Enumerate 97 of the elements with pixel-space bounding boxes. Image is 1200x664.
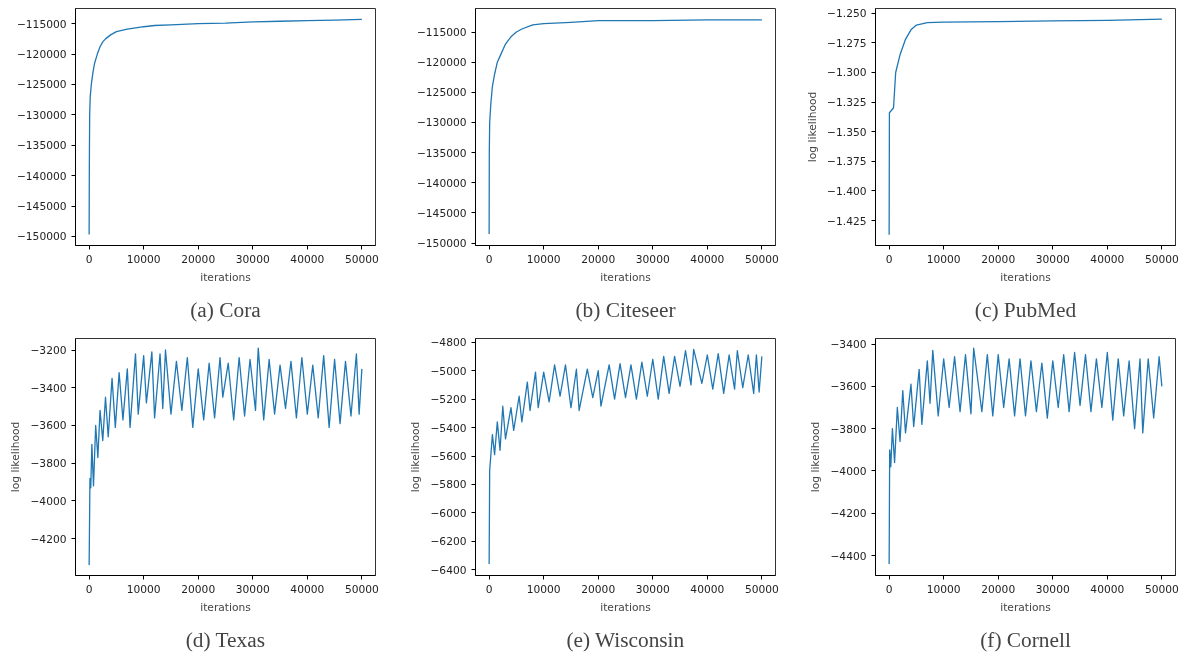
x-tick-label: 0: [85, 582, 93, 596]
y-tick-label: −1.325: [827, 96, 867, 110]
y-tick-label: −4000: [830, 464, 867, 478]
x-tick-label: 20000: [581, 582, 616, 596]
y-tick-label: −135000: [16, 139, 67, 153]
y-tick-label: −6000: [430, 506, 467, 520]
y-tick-label: −4800: [430, 336, 467, 350]
y-tick-label: −4200: [30, 532, 67, 546]
x-tick-label: 40000: [290, 252, 325, 266]
x-tick-label: 10000: [526, 252, 561, 266]
x-tick-label: 10000: [126, 582, 161, 596]
x-tick-label: 50000: [344, 582, 380, 596]
y-tick-label: −5000: [430, 364, 467, 378]
y-tick-label: −3600: [830, 380, 867, 394]
y-tick-label: −1.300: [827, 66, 867, 80]
y-tick-label: −3600: [30, 419, 67, 433]
x-axis-title: iterations: [200, 600, 252, 614]
y-tick-label: −130000: [16, 108, 67, 122]
x-tick-label: 30000: [1035, 252, 1070, 266]
x-tick-label: 40000: [690, 252, 725, 266]
x-tick-label: 0: [485, 582, 493, 596]
x-tick-label: 30000: [235, 252, 270, 266]
y-tick-label: −120000: [16, 48, 67, 62]
y-tick-label: −5200: [430, 393, 467, 407]
y-tick-label: −1.350: [827, 125, 867, 139]
x-tick-label: 10000: [126, 252, 161, 266]
y-tick-label: −3400: [830, 338, 867, 351]
y-tick-label: −140000: [16, 169, 67, 183]
text: (a) Cora: [190, 297, 262, 322]
y-tick-label: −125000: [416, 86, 467, 100]
x-axis-title: iterations: [200, 270, 252, 284]
y-tick-label: −1.375: [827, 155, 867, 169]
y-tick-label: −115000: [16, 17, 67, 31]
x-axis-title: iterations: [600, 270, 652, 284]
x-tick-label: 10000: [926, 582, 961, 596]
x-tick-label: 40000: [690, 582, 725, 596]
x-tick-label: 0: [85, 252, 93, 266]
x-tick-label: 40000: [290, 582, 325, 596]
text: (e) Wisconsin: [566, 627, 685, 652]
x-tick-label: 40000: [1090, 252, 1125, 266]
y-tick-label: −150000: [416, 237, 467, 251]
y-tick-label: −140000: [416, 176, 467, 190]
y-tick-label: −5400: [430, 421, 467, 435]
x-tick-label: 30000: [635, 252, 670, 266]
y-tick-label: −125000: [16, 78, 67, 92]
y-tick-label: −5600: [430, 450, 467, 463]
y-tick-label: −6200: [430, 535, 467, 549]
y-tick-label: −1.425: [827, 214, 867, 228]
x-axis-title: iterations: [600, 600, 652, 614]
y-tick-label: −5800: [430, 478, 467, 492]
x-tick-label: 0: [885, 582, 893, 596]
y-tick-label: −150000: [16, 230, 67, 244]
x-tick-label: 0: [485, 252, 493, 266]
y-tick-label: −3800: [30, 457, 67, 471]
x-tick-label: 30000: [635, 582, 670, 596]
y-axis-title: log likelihood: [806, 91, 820, 163]
y-tick-label: −115000: [416, 26, 467, 40]
x-tick-label: 50000: [1144, 252, 1180, 266]
y-tick-label: −130000: [416, 116, 467, 130]
y-tick-label: −4200: [830, 507, 867, 521]
x-tick-label: 20000: [581, 252, 616, 266]
x-tick-label: 50000: [744, 252, 780, 266]
text: (f) Cornell: [980, 627, 1071, 652]
y-tick-label: −4000: [30, 494, 67, 508]
x-tick-label: 30000: [235, 582, 270, 596]
x-tick-label: 10000: [526, 582, 561, 596]
x-tick-label: 20000: [981, 582, 1016, 596]
y-tick-label: −3400: [30, 381, 67, 395]
x-tick-label: 50000: [744, 582, 780, 596]
y-tick-label: −135000: [416, 146, 467, 160]
text: (c) PubMed: [974, 297, 1077, 322]
y-tick-label: −3200: [30, 344, 67, 358]
y-tick-label: −1.400: [827, 184, 867, 198]
x-tick-label: 50000: [344, 252, 380, 266]
x-tick-label: 10000: [926, 252, 961, 266]
y-tick-label: −145000: [416, 206, 467, 220]
y-tick-label: −6400: [430, 563, 467, 577]
y-tick-label: −3800: [830, 422, 867, 436]
y-axis-title: log likelihood: [809, 421, 823, 493]
y-tick-label: −1.250: [827, 7, 867, 21]
x-tick-label: 40000: [1090, 582, 1125, 596]
text: (b) Citeseer: [575, 297, 676, 322]
x-tick-label: 20000: [981, 252, 1016, 266]
x-tick-label: 30000: [1035, 582, 1070, 596]
y-tick-label: −1.275: [827, 36, 867, 50]
x-tick-label: 50000: [1144, 582, 1180, 596]
y-axis-title: log likelihood: [9, 421, 23, 493]
x-axis-title: iterations: [1000, 270, 1052, 284]
x-axis-title: iterations: [1000, 600, 1052, 614]
x-tick-label: 20000: [181, 252, 216, 266]
y-tick-label: −4400: [830, 549, 867, 563]
text: (d) Texas: [185, 627, 265, 652]
y-axis-title: log likelihood: [409, 421, 423, 493]
y-tick-label: −145000: [16, 200, 67, 213]
y-tick-label: −120000: [416, 56, 467, 70]
x-tick-label: 0: [885, 252, 893, 266]
x-tick-label: 20000: [181, 582, 216, 596]
